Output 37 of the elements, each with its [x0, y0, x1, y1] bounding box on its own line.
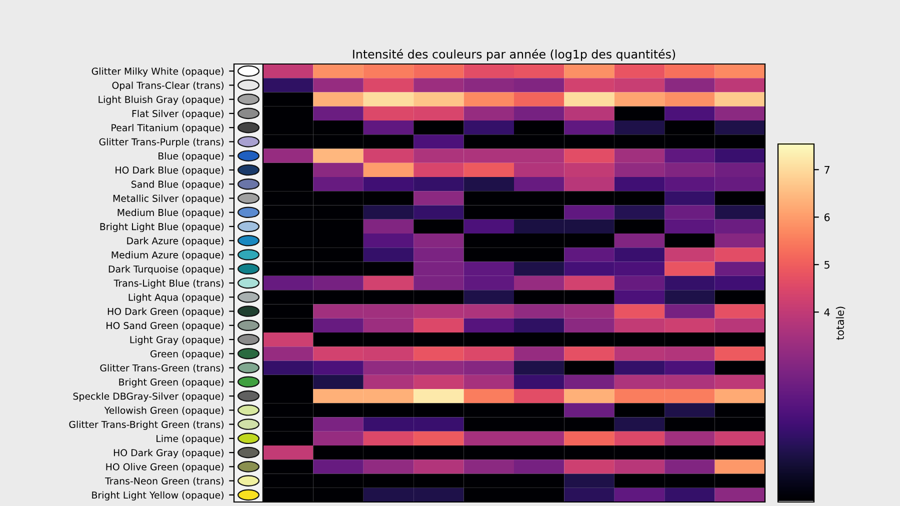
y-tick-label: Metallic Silver (opaque): [113, 194, 224, 204]
y-tick-label: Bright Green (opaque): [119, 378, 224, 388]
y-tick-label: Trans-Light Blue (trans): [114, 279, 224, 289]
y-tick-label: Sand Blue (opaque): [132, 180, 224, 190]
y-tick-label: Speckle DBGray-Silver (opaque): [73, 392, 224, 402]
color-bar-title: totale): [836, 306, 846, 340]
y-tick-label: Pearl Titanium (opaque): [112, 124, 224, 134]
y-tick-label: HO Olive Green (opaque): [106, 463, 224, 472]
color-bar-label: 7: [824, 166, 830, 174]
y-tick-label: Glitter Milky White (opaque): [92, 67, 224, 77]
y-tick-label: HO Dark Green (opaque): [108, 308, 224, 317]
chart-title: Intensité des couleurs par année (log1p des quantités): [353, 49, 676, 61]
y-tick-label: HO Sand Green (opaque): [106, 322, 224, 331]
color-bar-label: 6: [824, 213, 830, 222]
y-tick-label: Dark Azure (opaque): [127, 237, 224, 246]
y-tick-label: Yellowish Green (opaque): [104, 406, 224, 416]
y-tick-label: Bright Light Yellow (opaque): [92, 491, 224, 500]
y-tick-label: Medium Blue (opaque): [118, 208, 224, 218]
y-tick-label: Glitter Trans-Bright Green (trans): [69, 420, 224, 430]
y-tick-label: Light Bluish Gray (opaque): [98, 96, 224, 105]
y-tick-label: Light Gray (opaque): [130, 336, 224, 346]
y-tick-label: Flat Silver (opaque): [132, 110, 224, 120]
y-tick-label: Medium Azure (opaque): [112, 251, 224, 260]
y-tick-label: Blue (opaque): [158, 152, 224, 162]
y-tick-label: Dark Turquoise (opaque): [108, 265, 224, 274]
y-tick-label: Trans-Neon Green (trans): [105, 477, 224, 486]
y-tick-label: Glitter Trans-Green (trans): [100, 364, 224, 373]
y-tick-label: Bright Light Blue (opaque): [100, 222, 224, 232]
y-tick-label: Glitter Trans-Purple (trans): [99, 138, 224, 148]
y-tick-label: HO Dark Gray (opaque): [114, 448, 224, 458]
y-tick-label: Green (opaque): [150, 350, 224, 360]
y-tick-label: Opal Trans-Clear (trans): [112, 82, 224, 91]
y-tick-label: Light Aqua (opaque): [128, 294, 224, 303]
y-tick-label: Lime (opaque): [156, 434, 224, 444]
y-tick-label: HO Dark Blue (opaque): [116, 166, 224, 176]
color-bar-label: 5: [824, 260, 830, 269]
color-bar-label: 4: [824, 308, 830, 316]
